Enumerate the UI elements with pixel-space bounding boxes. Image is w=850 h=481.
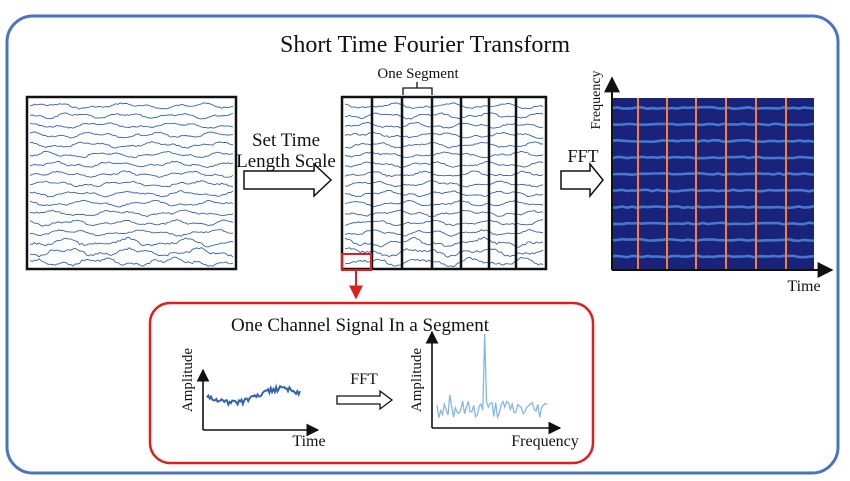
detail-title: One Channel Signal In a Segment — [231, 315, 490, 336]
step-arrow-2 — [560, 161, 604, 199]
eeg-channel-trace — [29, 150, 234, 159]
step1-label-line2: Length Scale — [236, 151, 336, 172]
spectrogram-band — [611, 155, 815, 160]
time-plot-y-label: Amplitude — [180, 348, 196, 413]
time-domain-plot: Amplitude Time — [180, 348, 326, 450]
eeg-channel-trace — [344, 236, 544, 248]
eeg-channel-trace — [29, 170, 234, 178]
eeg-channel-trace — [29, 180, 234, 188]
eeg-channel-trace — [29, 102, 234, 110]
outer-frame — [5, 14, 840, 475]
spectrogram-band — [611, 237, 815, 243]
raw-eeg-panel — [25, 95, 238, 271]
eeg-channel-trace — [29, 141, 234, 149]
detail-fft-label: FFT — [350, 371, 378, 388]
spectrogram-band — [611, 138, 815, 144]
eeg-channel-trace — [344, 102, 544, 110]
spectrogram-band — [611, 105, 815, 111]
eeg-channel-trace — [344, 150, 544, 159]
eeg-channel-trace — [29, 122, 234, 129]
spectrogram-band — [611, 122, 815, 127]
step1-label-line1: Set Time — [252, 130, 320, 151]
eeg-channel-trace — [29, 190, 234, 198]
spectrogram-band — [611, 171, 815, 177]
eeg-channel-trace — [29, 246, 234, 258]
eeg-channel-trace — [344, 180, 544, 188]
eeg-channel-trace — [344, 228, 544, 237]
step-arrow-1 — [243, 162, 333, 198]
eeg-channel-trace — [29, 218, 234, 227]
eeg-channel-trace — [29, 112, 234, 120]
spectrogram-y-label: Frequency — [589, 70, 604, 129]
spectrogram-bands — [611, 105, 815, 259]
eeg-channel-trace — [29, 209, 234, 218]
eeg-channel-trace — [29, 256, 234, 267]
eeg-channel-trace — [29, 160, 234, 168]
spectrogram-x-label: Time — [787, 278, 820, 295]
segment-label: One Segment — [377, 66, 459, 82]
fft-label: FFT — [567, 146, 598, 166]
eeg-channel-trace — [344, 170, 544, 177]
segment-bracket — [402, 82, 433, 95]
spectrogram-band — [611, 254, 815, 259]
eeg-channel-trace — [29, 236, 234, 248]
eeg-channel-trace — [29, 199, 234, 208]
eeg-channel-trace — [344, 121, 544, 129]
detail-panel: One Channel Signal In a Segment Amplitud… — [148, 301, 595, 465]
freq-plot-x-label: Frequency — [511, 433, 579, 450]
eeg-channel-trace — [344, 209, 544, 218]
frequency-domain-plot: Amplitude Frequency — [409, 330, 579, 450]
eeg-channel-trace — [344, 247, 544, 258]
spectrogram-band — [612, 204, 815, 210]
freq-plot-y-label: Amplitude — [409, 348, 425, 413]
segment-dividers — [370, 97, 518, 269]
time-plot-x-label: Time — [292, 433, 325, 450]
eeg-channel-trace — [344, 112, 544, 120]
spectrogram-band — [611, 188, 815, 193]
eeg-channel-trace — [344, 219, 544, 227]
eeg-channel-trace — [29, 229, 234, 237]
spectrogram-segment-markers — [637, 98, 787, 270]
diagram-title: Short Time Fourier Transform — [280, 32, 570, 58]
raw-eeg-signals — [29, 102, 234, 267]
eeg-channel-trace — [344, 131, 544, 139]
eeg-channel-trace — [344, 141, 543, 149]
spectrogram-band — [611, 221, 815, 226]
eeg-channel-trace — [344, 160, 544, 169]
time-signal-line — [206, 383, 301, 408]
eeg-channel-trace — [344, 200, 544, 208]
segmented-eeg-signals — [344, 102, 544, 267]
segmented-eeg-panel — [340, 95, 548, 271]
detail-fft-arrow — [336, 389, 394, 411]
eeg-channel-trace — [344, 189, 544, 198]
spectrum-line — [436, 333, 548, 420]
spectrogram-panel: Frequency Time — [589, 70, 834, 295]
eeg-channel-trace — [344, 256, 544, 267]
eeg-channel-trace — [29, 131, 234, 139]
